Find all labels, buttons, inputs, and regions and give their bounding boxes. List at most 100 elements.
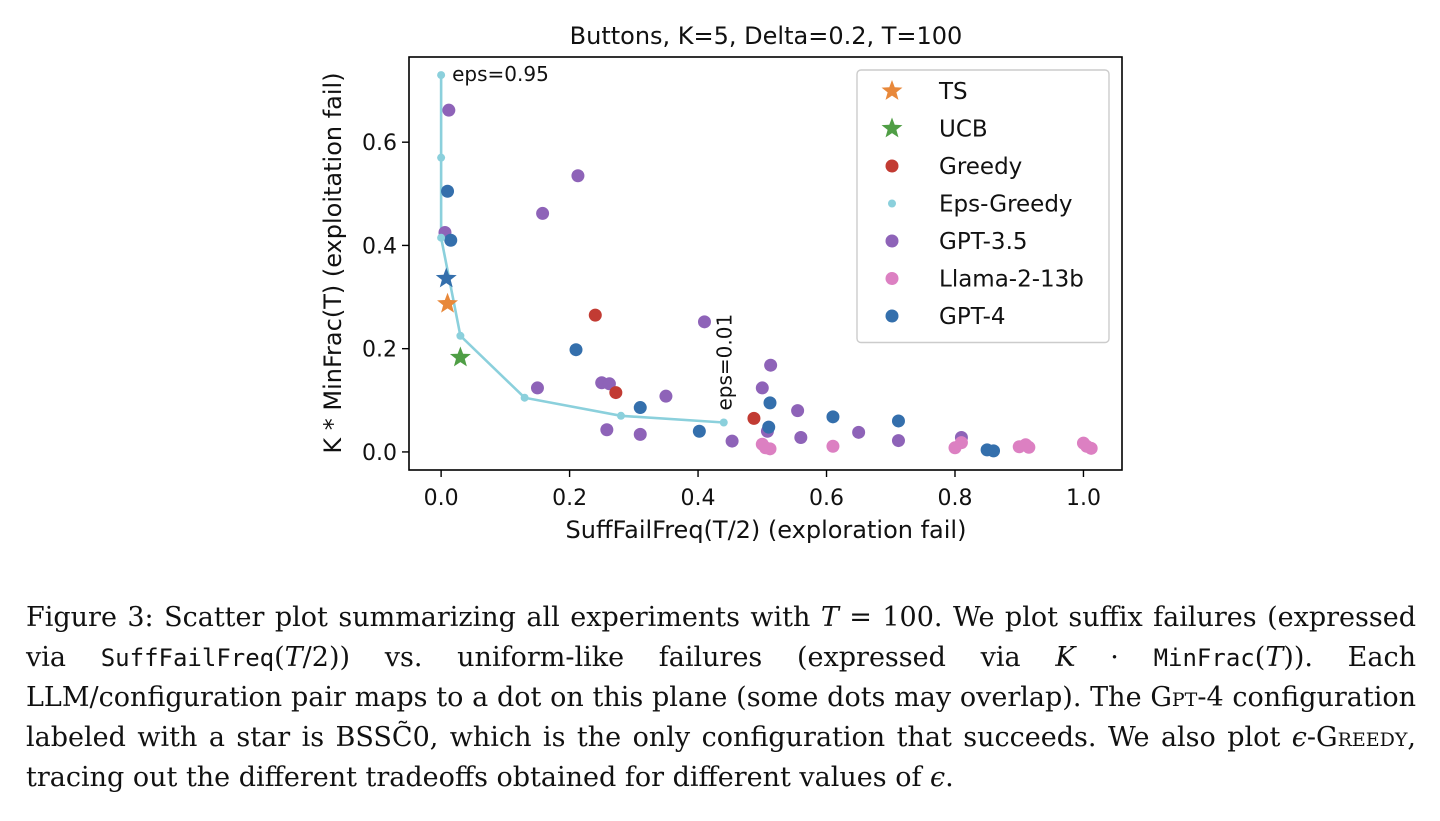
gpt-3-5-point — [571, 169, 585, 183]
gpt-3-5-point — [791, 404, 805, 418]
caption-text: 0, which is the only configuration that … — [412, 722, 1292, 753]
legend: TS UCB Greedy Eps-Greedy GPT-3.5 Llama-2-13b G… — [856, 69, 1110, 344]
eps-greedy-point — [437, 153, 446, 162]
gpt-4-point — [987, 444, 1001, 458]
gpt-4-point — [891, 414, 905, 428]
gpt-4-point — [692, 424, 706, 438]
caption-text: ( — [274, 642, 285, 673]
caption-math: K — [1055, 642, 1076, 673]
legend-gpt-3-5-marker — [885, 234, 899, 248]
caption-smallcaps: Gpt-4 — [1150, 682, 1224, 713]
gpt-3-5-point — [852, 425, 866, 439]
caption-text: ( — [1254, 642, 1266, 673]
gpt-4-bssc0-point — [435, 267, 457, 288]
legend-gpt-3-5-label: GPT-3.5 — [939, 229, 1028, 255]
caption-text: = 100. We plot suffix failures (expresse… — [26, 602, 1416, 673]
gpt-3-5-point — [725, 434, 739, 448]
eps-greedy-point — [456, 331, 465, 340]
caption-text: C̃ — [391, 722, 413, 753]
y-tick-label: 0.4 — [362, 234, 397, 259]
eps-greedy-point — [616, 411, 625, 420]
legend-gpt-4-marker — [885, 309, 899, 323]
greedy-point — [588, 308, 602, 322]
legend-ucb-label: UCB — [939, 117, 988, 143]
legend-ucb-marker — [881, 117, 903, 138]
ucb-point — [449, 346, 471, 367]
caption-math: T — [284, 642, 303, 673]
x-tick-label: 0.0 — [424, 486, 459, 511]
legend-ts-marker — [881, 80, 903, 100]
gpt-3-5-point — [633, 427, 647, 441]
x-tick-label: 0.8 — [937, 486, 972, 511]
x-tick-label: 0.4 — [681, 486, 716, 511]
gpt-3-5-point — [794, 430, 808, 444]
caption-text: . — [945, 762, 954, 793]
llama-2-13b-point — [1022, 440, 1036, 454]
legend-eps-greedy-label: Eps-Greedy — [939, 192, 1073, 218]
caption-smallcaps: Greedy — [1316, 722, 1408, 753]
caption-math: ϵ — [1291, 722, 1307, 753]
legend-llama-2-13b-marker — [885, 272, 899, 285]
greedy-point — [609, 386, 623, 400]
caption-code: SuffFailFreq — [100, 644, 275, 672]
x-tick-label: 1.0 — [1066, 486, 1101, 511]
annotation-label: eps=0.95 — [452, 62, 549, 86]
caption-text: Figure 3: Scatter plot summarizing all e… — [26, 602, 821, 633]
x-tick-label: 0.6 — [809, 486, 844, 511]
gpt-3-5-point — [697, 315, 711, 329]
gpt-4-point — [444, 233, 458, 247]
gpt-4-point — [762, 420, 776, 434]
gpt-3-5-point — [530, 381, 544, 395]
greedy-point — [747, 411, 761, 425]
llama-2-13b-point — [954, 436, 968, 450]
llama-2-13b-point — [763, 442, 777, 456]
gpt-3-5-point — [755, 381, 769, 395]
plot-frame — [408, 56, 1123, 471]
eps-greedy-line — [439, 75, 724, 424]
gpt-3-5-point — [764, 358, 778, 372]
x-axis-label: SuffFailFreq(T/2) (exploration fail) — [566, 516, 967, 544]
y-axis-label: K * MinFrac(T) (exploitation fail) — [319, 72, 347, 453]
legend-greedy-marker — [885, 159, 899, 173]
axes: 0.0 0.2 0.4 0.6 0.8 1.0 0.0 0.2 0.4 0.6 — [362, 131, 1101, 511]
gpt-3-5-point — [536, 206, 550, 220]
caption-text: - — [1306, 722, 1317, 753]
eps-greedy-point — [437, 233, 446, 242]
eps-greedy-point — [520, 393, 529, 402]
legend-gpt-4-label: GPT-4 — [939, 304, 1006, 330]
caption-math: ϵ — [930, 762, 946, 793]
gpt-4-point — [763, 396, 777, 410]
y-tick-label: 0.0 — [362, 441, 397, 466]
legend-eps-greedy-marker — [888, 199, 896, 208]
llama-2-13b-point — [1084, 441, 1098, 455]
legend-llama-2-13b-label: Llama-2-13b — [939, 267, 1084, 293]
caption-math: T — [1265, 642, 1284, 673]
gpt-4-point — [569, 343, 583, 357]
caption-text: /2)) vs. uniform-like failures (expresse… — [302, 642, 1056, 673]
gpt-3-5-point — [442, 103, 456, 117]
y-tick-label: 0.6 — [362, 131, 397, 156]
eps-greedy-point — [437, 71, 446, 80]
scatter-chart: Buttons, K=5, Delta=0.2, T=100 eps=0.95 e… — [319, 22, 1123, 544]
annotation-label: eps=0.01 — [713, 314, 737, 411]
caption-text: )). Each LLM/configuration pair maps to … — [26, 642, 1416, 713]
caption-code: MinFrac — [1153, 644, 1255, 672]
caption-text: , tracing out the different tradeoffs ob… — [26, 722, 1416, 793]
gpt-3-5-point — [659, 389, 673, 403]
eps-greedy-point — [719, 418, 728, 427]
legend-box — [856, 69, 1110, 344]
caption-math: T — [820, 602, 839, 633]
ts-point — [437, 292, 458, 313]
legend-ts-label: TS — [938, 79, 968, 105]
chart-title: Buttons, K=5, Delta=0.2, T=100 — [570, 22, 963, 50]
gpt-3-5-point — [891, 434, 905, 448]
gpt-4-point — [441, 184, 455, 198]
gpt-4-point — [633, 401, 647, 415]
gpt-3-5-point — [600, 423, 614, 437]
y-tick-label: 0.2 — [362, 338, 397, 363]
gpt-4-point — [826, 410, 840, 424]
caption-text: · — [1075, 642, 1154, 673]
x-tick-label: 0.2 — [552, 486, 587, 511]
legend-greedy-label: Greedy — [939, 154, 1022, 180]
caption-text: configuration labeled with a star is BSS — [26, 682, 1417, 753]
